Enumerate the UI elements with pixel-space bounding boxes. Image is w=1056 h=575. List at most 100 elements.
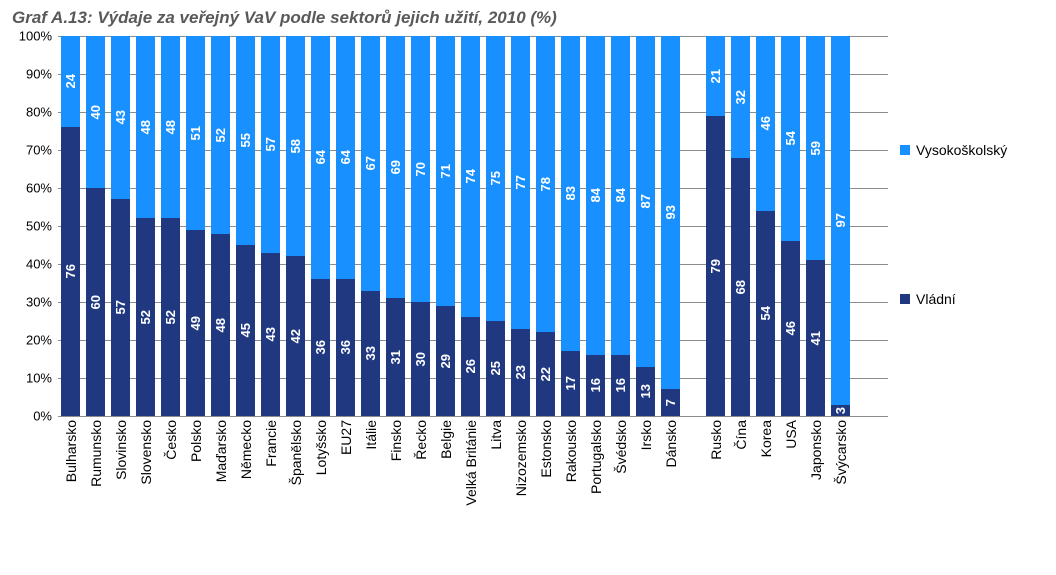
bar-segment-vysokoskolsky: 40 [86,36,105,188]
bar-segment-vysokoskolsky: 51 [186,36,205,230]
bar-value-vysokoskolsky: 87 [638,194,653,208]
bar-segment-vysokoskolsky: 84 [586,36,605,355]
bar-value-vysokoskolsky: 78 [538,177,553,191]
y-tick-label: 60% [12,181,52,196]
bar-segment-vladni: 25 [486,321,505,416]
bar-value-vysokoskolsky: 48 [138,120,153,134]
bar-value-vysokoskolsky: 69 [388,160,403,174]
bar-value-vladni: 76 [63,264,78,278]
x-tick-label: USA [783,420,799,449]
bar-value-vysokoskolsky: 52 [213,128,228,142]
bar-value-vysokoskolsky: 71 [438,164,453,178]
bar-column: 24 76 [61,36,80,416]
x-label-column: Finsko [386,420,405,560]
bar-value-vysokoskolsky: 93 [663,205,678,219]
bar-column: 4357 [111,36,130,416]
x-tick-label: Řecko [413,420,429,460]
bar-segment-vladni: 54 [756,211,775,416]
bar-segment-vladni: 17 [561,351,580,416]
bar-segment-vladni: 13 [636,367,655,416]
bar-segment-vysokoskolsky: 59 [806,36,825,260]
bar-segment-vysokoskolsky: 70 [411,36,430,302]
x-tick-label: Rumunsko [88,420,104,487]
bar-value-vysokoskolsky: 48 [163,120,178,134]
x-tick-label: Německo [238,420,254,479]
bar-segment-vladni: 7 [661,389,680,416]
x-label-column: Korea [756,420,775,560]
bar-segment-vladni: 46 [781,241,800,416]
y-tick-label: 30% [12,295,52,310]
x-label-column: Švýcarsko [831,420,850,560]
bar-value-vysokoskolsky: 57 [263,137,278,151]
bar-segment-vladni: 36 [311,279,330,416]
bar-column: 71 29 [436,36,455,416]
bar-segment-vysokoskolsky: 57 [261,36,280,253]
x-label-column: Nizozemsko [511,420,530,560]
bar-value-vysokoskolsky: 84 [613,188,628,202]
bar-column: 74 26 [461,36,480,416]
x-tick-label: Polsko [188,420,204,462]
bar-value-vysokoskolsky: 51 [188,126,203,140]
bar-segment-vladni: 57 [111,199,130,416]
bars-container: 2476406043574852485251495248554557435842… [58,36,853,416]
bar-column: 40 60 [86,36,105,416]
bar-column: 6436 [336,36,355,416]
bar-segment-vladni: 60 [86,188,105,416]
bar-segment-vysokoskolsky: 48 [136,36,155,218]
bar-segment-vladni: 43 [261,253,280,416]
x-tick-label: Francie [263,420,279,467]
bar-value-vysokoskolsky: 74 [463,169,478,183]
bar-segment-vysokoskolsky: 32 [731,36,750,158]
x-label-column: Německo [236,420,255,560]
group-gap [683,36,703,416]
bar-segment-vysokoskolsky: 77 [511,36,530,329]
bar-value-vysokoskolsky: 32 [733,90,748,104]
bar-value-vladni: 46 [783,321,798,335]
bar-column: 2179 [706,36,725,416]
x-tick-label: Rusko [708,420,724,460]
bar-column: 54 46 [781,36,800,416]
bar-value-vladni: 26 [463,359,478,373]
bar-column: 48 52 [136,36,155,416]
bar-segment-vladni: 29 [436,306,455,416]
x-tick-label: Itálie [363,420,379,450]
bar-value-vysokoskolsky: 64 [338,150,353,164]
bar-segment-vladni: 23 [511,329,530,416]
bar-value-vladni: 79 [708,259,723,273]
x-label-column: Belgie [436,420,455,560]
bar-value-vysokoskolsky: 75 [488,171,503,185]
bar-segment-vysokoskolsky: 24 [61,36,80,127]
legend: VysokoškolskýVládní [900,36,1050,416]
bar-value-vladni: 60 [88,295,103,309]
bar-column: 52 48 [211,36,230,416]
y-tick-label: 100% [12,29,52,44]
bar-value-vladni: 45 [238,323,253,337]
bar-value-vladni: 13 [638,384,653,398]
bar-segment-vladni: 22 [536,332,555,416]
x-label-column: Itálie [361,420,380,560]
bar-column: 78 22 [536,36,555,416]
bar-segment-vladni: 76 [61,127,80,416]
bar-column: 87 13 [636,36,655,416]
bar-segment-vladni: 45 [236,245,255,416]
bar-segment-vladni: 3 [831,405,850,416]
x-label-column: Polsko [186,420,205,560]
x-tick-label: Portugalsko [588,420,604,494]
bar-segment-vladni: 52 [136,218,155,416]
bar-segment-vysokoskolsky: 48 [161,36,180,218]
bar-value-vladni: 52 [163,310,178,324]
x-label-column: Česko [161,420,180,560]
x-label-column: USA [781,420,800,560]
x-label-column: Irsko [636,420,655,560]
bar-segment-vysokoskolsky: 54 [781,36,800,241]
x-tick-label: Nizozemsko [513,420,529,496]
legend-label: Vládní [916,291,956,307]
bar-segment-vladni: 49 [186,230,205,416]
bar-segment-vladni: 48 [211,234,230,416]
bar-column: 93 7 [661,36,680,416]
x-label-column: Portugalsko [586,420,605,560]
x-tick-label: Japonsko [808,420,824,480]
x-tick-label: Velká Británie [463,420,479,506]
bar-value-vladni: 22 [538,367,553,381]
x-label-column: Rusko [706,420,725,560]
